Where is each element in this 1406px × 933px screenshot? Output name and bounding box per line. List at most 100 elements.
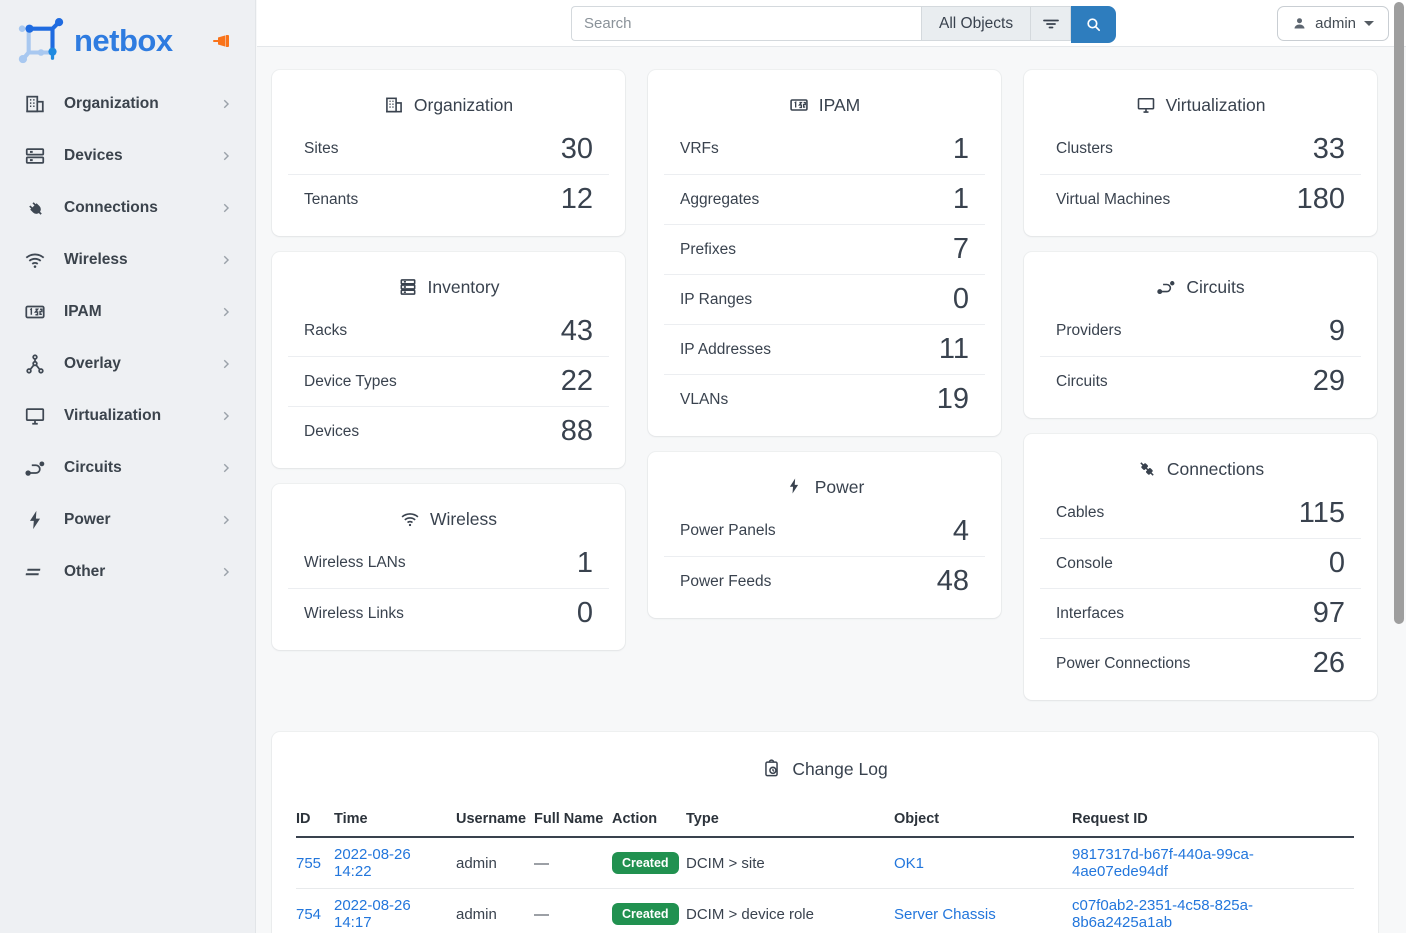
stat-label: Device Types (304, 372, 397, 390)
change-time-link[interactable]: 2022-08-26 14:22 (334, 846, 411, 880)
card-ipam: IPAM VRFs 1 Aggregates 1 Prefixes 7 IP Rang… (648, 70, 1001, 436)
col-header-object: Object (894, 802, 1072, 838)
search-submit-button[interactable] (1071, 6, 1117, 43)
building-icon (24, 93, 46, 115)
card-wireless: Wireless Wireless LANs 1 Wireless Links 0 (272, 484, 625, 650)
sidebar-item-ipam[interactable]: IPAM (0, 286, 255, 338)
chevron-right-icon (219, 305, 233, 319)
sidebar-item-other[interactable]: Other (0, 546, 255, 598)
change-log-table: ID Time Username Full Name Action Type O… (296, 802, 1354, 933)
monitor-icon (1136, 95, 1156, 115)
change-id-link[interactable]: 754 (296, 905, 322, 923)
sidebar-item-label: Circuits (64, 459, 122, 476)
card-title-text: Circuits (1186, 276, 1245, 297)
card-virtualization: Virtualization Clusters 33 Virtual Machin… (1024, 70, 1377, 236)
transit-icon (24, 457, 46, 479)
stat-label: Sites (304, 140, 339, 157)
stat-value: 43 (560, 314, 593, 347)
stat-label: Console (1056, 554, 1113, 572)
stat-row: Device Types 22 (288, 356, 609, 406)
sidebar-item-label: Organization (64, 95, 159, 112)
change-object-link[interactable]: OK1 (894, 854, 925, 872)
search-group: All Objects (571, 6, 1117, 43)
sidebar-item-organization[interactable]: Organization (0, 78, 255, 130)
sidebar-item-wireless[interactable]: Wireless (0, 234, 255, 286)
pin-sidebar-button[interactable] (211, 31, 233, 51)
bolt-icon (24, 509, 46, 531)
stat-value: 26 (1312, 647, 1345, 679)
card-title-text: Wireless (429, 508, 498, 529)
card-circuits-title: Circuits (1040, 268, 1361, 306)
col-header-username: Username (456, 802, 534, 838)
action-badge: Created (612, 851, 679, 875)
change-object-link[interactable]: Server Chassis (894, 905, 996, 923)
stat-value: 30 (560, 132, 593, 165)
change-request-id-link[interactable]: c07f0ab2-2351-4c58-825a-8b6a2425a1ab (1072, 897, 1253, 931)
stat-row: Power Connections 26 (1040, 638, 1361, 688)
card-title-text: IPAM (818, 94, 861, 115)
sidebar-item-connections[interactable]: Connections (0, 182, 255, 234)
col-header-fullname: Full Name (534, 802, 612, 838)
stat-value: 115 (1298, 496, 1345, 529)
action-badge: Created (612, 902, 679, 926)
sidebar-item-circuits[interactable]: Circuits (0, 442, 255, 494)
stat-row: Circuits 29 (1040, 356, 1361, 406)
search-input[interactable] (571, 6, 921, 41)
change-type: DCIM > site (686, 854, 765, 872)
stat-value: 1 (952, 183, 969, 215)
caret-down-icon (1364, 21, 1374, 26)
sidebar-item-virtualization[interactable]: Virtualization (0, 390, 255, 442)
stat-row: Devices 88 (288, 406, 609, 456)
stat-row: Interfaces 97 (1040, 588, 1361, 638)
card-title-text: Connections (1166, 458, 1265, 479)
stat-label: IP Addresses (680, 340, 772, 358)
card-connections: Connections Cables 115 Console 0 Interface… (1024, 434, 1377, 700)
stat-row: Power Panels 4 (664, 506, 985, 556)
search-icon (1085, 16, 1102, 33)
sidebar-item-devices[interactable]: Devices (0, 130, 255, 182)
scrollbar-thumb[interactable] (1394, 2, 1404, 624)
card-inventory: Inventory Racks 43 Device Types 22 Devices… (272, 252, 625, 468)
card-organization-title: Organization (288, 86, 609, 124)
stat-row: Aggregates 1 (664, 174, 985, 224)
card-virtualization-title: Virtualization (1040, 86, 1361, 124)
chevron-right-icon (219, 253, 233, 267)
change-id-link[interactable]: 755 (296, 854, 322, 872)
stat-label: VRFs (680, 140, 719, 157)
stat-value: 1 (576, 546, 593, 579)
transit-icon (1156, 277, 1176, 297)
stat-label: VLANs (680, 390, 729, 408)
stat-row: Console 0 (1040, 538, 1361, 588)
col-header-time: Time (334, 802, 456, 838)
filter-button[interactable] (1030, 6, 1072, 41)
stat-value: 11 (938, 333, 969, 365)
netbox-logo-text: netbox (74, 23, 173, 58)
stat-label: Cables (1056, 504, 1105, 521)
stat-value: 1 (952, 132, 969, 165)
sidebar-item-label: Connections (64, 199, 158, 216)
stat-label: Tenants (304, 190, 359, 208)
netbox-logo[interactable]: netbox (18, 18, 173, 64)
stat-value: 7 (952, 233, 969, 265)
stat-value: 12 (560, 183, 593, 215)
change-request-id-link[interactable]: 9817317d-b67f-440a-99ca-4ae07ede94df (1072, 846, 1254, 880)
change-username: admin (456, 854, 497, 872)
sidebar-item-overlay[interactable]: Overlay (0, 338, 255, 390)
sidebar-item-power[interactable]: Power (0, 494, 255, 546)
chevron-right-icon (219, 565, 233, 579)
server-stack-icon (398, 277, 418, 297)
stat-label: Interfaces (1056, 604, 1125, 622)
graph-icon (24, 353, 46, 375)
sidebar-item-label: Other (64, 563, 106, 580)
change-time-link[interactable]: 2022-08-26 14:17 (334, 897, 411, 931)
stat-row: Sites 30 (288, 124, 609, 174)
chevron-right-icon (219, 201, 233, 215)
card-change-log: Change Log ID Time Username Full Name Ac… (272, 732, 1378, 933)
stat-row: IP Ranges 0 (664, 274, 985, 324)
user-menu-button[interactable]: admin (1277, 6, 1389, 41)
topbar: All Objects admin (257, 0, 1406, 47)
wifi-icon (400, 509, 420, 529)
search-scope-button[interactable]: All Objects (921, 6, 1031, 41)
card-power-title: Power (664, 468, 985, 506)
stat-row: Wireless Links 0 (288, 588, 609, 638)
